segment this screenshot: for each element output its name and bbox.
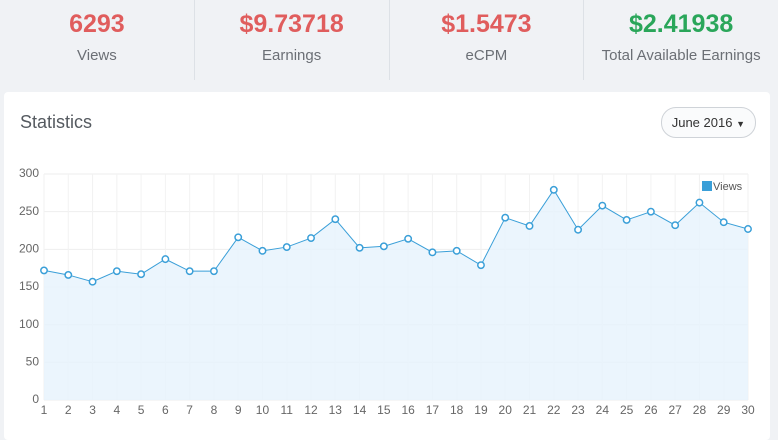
stat-label: Total Available Earnings [601, 47, 761, 64]
stat: $2.41938 Total Available Earnings [584, 0, 778, 80]
stats-bar: 6293 Views $9.73718 Earnings $1.5473 eCPM $2.4… [0, 0, 778, 80]
stat-value: $2.41938 [628, 10, 734, 38]
stat-label: Earnings [262, 47, 322, 64]
stat-value: $1.5473 [441, 10, 532, 38]
stat-value: $9.73718 [239, 10, 344, 38]
stat-label: eCPM [465, 47, 508, 64]
statistics-panel: Statistics June 2016 ▼ [4, 92, 770, 440]
month-label[interactable]: June 2016 [671, 115, 733, 130]
panel-title: Statistics [20, 112, 93, 132]
stat: $1.5473 eCPM [390, 0, 585, 80]
stat: 6293 Views [0, 0, 195, 80]
stat-value: 6293 [69, 10, 125, 38]
caret[interactable]: ▼ [736, 119, 745, 129]
month-dropdown[interactable]: June 2016 ▼ [660, 107, 756, 138]
stat: $9.73718 Earnings [195, 0, 390, 80]
stat-label: Views [77, 47, 117, 64]
